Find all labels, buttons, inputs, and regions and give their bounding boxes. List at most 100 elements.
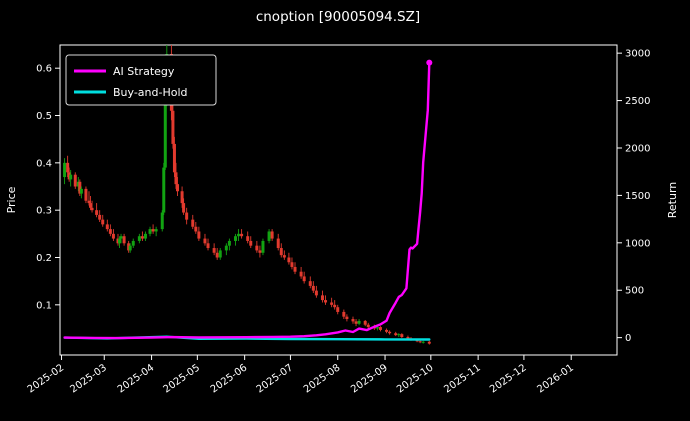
candle-body bbox=[237, 233, 241, 237]
candle-body bbox=[137, 236, 141, 241]
candle-body bbox=[385, 329, 389, 332]
candle-body bbox=[118, 238, 122, 244]
right-axis-label: Return bbox=[666, 182, 679, 219]
candle-body bbox=[276, 238, 280, 249]
y-left-tick-label: 0.1 bbox=[36, 300, 52, 311]
candle-body bbox=[302, 276, 306, 282]
candle-body bbox=[172, 143, 176, 173]
candle-body bbox=[363, 320, 367, 325]
candle-body bbox=[290, 262, 294, 267]
candle-body bbox=[224, 245, 228, 251]
candle-body bbox=[90, 207, 94, 211]
candle-body bbox=[180, 191, 184, 204]
candle-body bbox=[127, 243, 131, 251]
x-tick-label: 2025-03 bbox=[68, 362, 109, 395]
x-tick-label: 2025-07 bbox=[255, 362, 296, 395]
candle-body bbox=[427, 341, 431, 344]
candle-body bbox=[406, 337, 410, 339]
candle-body bbox=[116, 238, 120, 244]
candle-body bbox=[287, 257, 291, 263]
chart-title: cnoption [90005094.SZ] bbox=[256, 9, 420, 25]
candle-body bbox=[78, 181, 82, 194]
candle-body bbox=[267, 231, 271, 241]
candle-body bbox=[314, 290, 318, 296]
candle-body bbox=[421, 341, 425, 343]
candle-body bbox=[394, 333, 398, 336]
legend-label-buy-and-hold: Buy-and-Hold bbox=[113, 86, 188, 99]
candle-body bbox=[227, 240, 231, 246]
candle-body bbox=[95, 210, 99, 215]
candle-body bbox=[366, 324, 370, 328]
candle-body bbox=[418, 341, 422, 343]
plot-border bbox=[59, 44, 618, 356]
candle-body bbox=[308, 281, 312, 286]
candle-body bbox=[182, 203, 186, 213]
ai-strategy-line bbox=[63, 61, 431, 340]
candle-body bbox=[249, 240, 253, 246]
candle-body bbox=[354, 321, 358, 324]
candle-body bbox=[119, 236, 123, 239]
y-right-tick-label: 1500 bbox=[625, 191, 650, 202]
candle-body bbox=[351, 319, 355, 322]
candle-body bbox=[246, 236, 250, 241]
candle-body bbox=[299, 271, 303, 277]
candle-body bbox=[357, 320, 361, 324]
candle-body bbox=[67, 172, 71, 180]
y-left-tick-label: 0.5 bbox=[36, 111, 52, 122]
candle-body bbox=[143, 233, 147, 239]
y-right-tick-label: 500 bbox=[625, 286, 644, 297]
candle-body bbox=[388, 331, 392, 334]
candle-body bbox=[84, 188, 88, 201]
y-right-tick-label: 2000 bbox=[625, 143, 650, 154]
candle-body bbox=[258, 250, 262, 253]
candle-body bbox=[282, 255, 286, 258]
candle-body bbox=[279, 248, 283, 256]
candle-body bbox=[400, 334, 404, 338]
y-right-tick-label: 3000 bbox=[625, 49, 650, 60]
candle-body bbox=[194, 226, 198, 232]
candle-body bbox=[261, 240, 265, 253]
candle-body bbox=[397, 334, 401, 336]
candle-body bbox=[311, 285, 315, 291]
x-tick-label: 2025-05 bbox=[162, 362, 203, 395]
y-right-tick-label: 1000 bbox=[625, 238, 650, 249]
legend-label-ai-strategy: AI Strategy bbox=[113, 65, 175, 78]
candle-body bbox=[324, 300, 328, 303]
candle-body bbox=[218, 250, 222, 258]
candle-body bbox=[131, 240, 135, 246]
candle-body bbox=[63, 162, 67, 178]
candle-body bbox=[215, 252, 219, 258]
y-left-tick-label: 0.4 bbox=[36, 158, 52, 169]
candle-body bbox=[154, 229, 158, 232]
candle-body bbox=[336, 307, 340, 312]
candle-body bbox=[148, 229, 152, 234]
candle-body bbox=[333, 304, 337, 308]
candle-body bbox=[255, 245, 259, 251]
candle-body bbox=[111, 233, 115, 239]
ai-strategy-end-marker bbox=[426, 59, 433, 66]
candle-body bbox=[108, 229, 112, 234]
candle-body bbox=[293, 266, 297, 272]
candle-body bbox=[105, 224, 109, 230]
candle-body bbox=[240, 233, 244, 237]
candle-body bbox=[128, 245, 132, 251]
candle-body bbox=[69, 174, 73, 180]
y-right-tick-label: 2500 bbox=[625, 96, 650, 107]
candle-body bbox=[345, 316, 349, 320]
candle-body bbox=[122, 236, 126, 244]
candle-body bbox=[98, 214, 102, 220]
candle-body bbox=[73, 174, 77, 187]
candle-body bbox=[197, 231, 201, 239]
candle-body bbox=[140, 236, 144, 239]
candle-body bbox=[185, 212, 189, 220]
candle-body bbox=[76, 181, 80, 187]
candle-body bbox=[233, 236, 237, 241]
candle-series bbox=[63, 45, 431, 345]
candle-body bbox=[320, 295, 324, 301]
candle-body bbox=[206, 243, 210, 249]
y-left-tick-label: 0.6 bbox=[36, 64, 52, 75]
candle-body bbox=[160, 212, 164, 230]
candle-body bbox=[87, 200, 91, 204]
